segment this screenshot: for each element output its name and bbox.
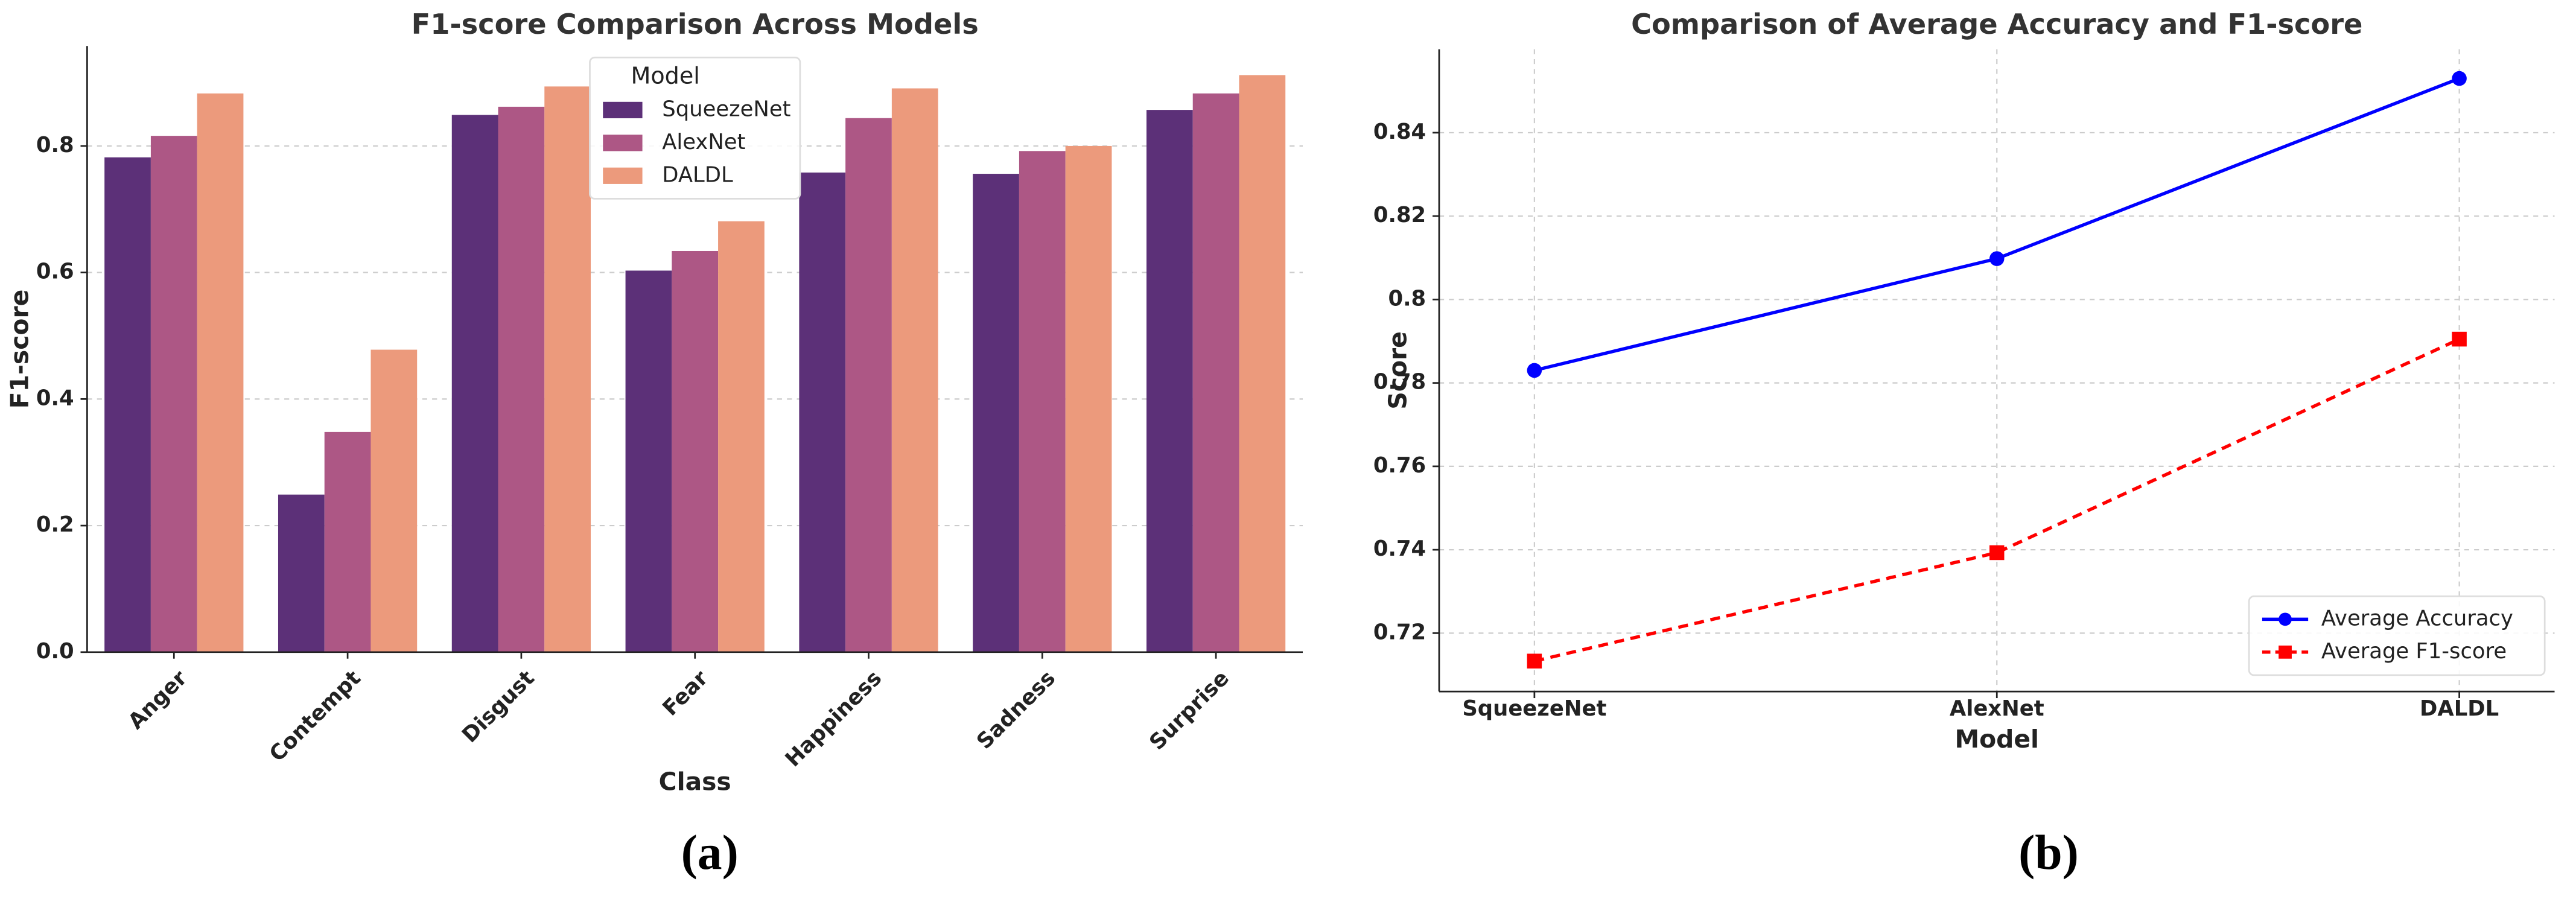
chart: 0.0 0.2 0.4 0.6 0.8 Anger Contempt Disgust Fear H… <box>5 8 1303 880</box>
bar <box>544 86 591 652</box>
bar <box>625 270 672 652</box>
bar <box>498 106 545 652</box>
bar <box>672 250 719 652</box>
legend-swatch <box>603 135 643 151</box>
bar <box>718 221 765 652</box>
line <box>1534 337 2460 663</box>
y-axis-label: Score <box>1384 331 1413 409</box>
marker <box>1989 251 2005 266</box>
legend-swatch <box>603 167 643 184</box>
x-tick-label: Surprise <box>1145 666 1234 755</box>
y-tick-label: 0.6 <box>36 259 74 284</box>
y-tick-label: 0.74 <box>1373 536 1426 561</box>
x-tick-label: AlexNet <box>1950 696 2044 721</box>
marker <box>1527 653 1542 669</box>
bar <box>1192 93 1239 652</box>
y-tick-label: 0.4 <box>36 386 74 410</box>
bar <box>1065 145 1112 652</box>
bar <box>150 136 197 652</box>
chart: 0.72 0.74 0.76 0.78 0.8 0.82 0.84 SqueezeNet Ale… <box>1373 8 2555 880</box>
x-tick-label: Sadness <box>972 666 1060 754</box>
y-tick-label: 0.2 <box>36 512 74 537</box>
legend-box <box>589 56 801 200</box>
x-axis-label: Model <box>1954 725 2039 754</box>
legend-label: AlexNet <box>662 130 745 154</box>
x-tick-label: Anger <box>124 666 192 734</box>
x-tick-label: Happiness <box>781 666 887 772</box>
bar <box>451 115 498 652</box>
y-tick-label: 0.8 <box>1388 286 1426 311</box>
bar <box>973 174 1019 652</box>
y-tick-label: 0.0 <box>36 639 74 664</box>
bar <box>324 431 371 652</box>
caption: (b) <box>2018 825 2079 880</box>
marker <box>2452 331 2467 347</box>
legend-label: SqueezeNet <box>662 97 790 121</box>
legend-marker <box>2279 645 2292 659</box>
marker <box>2452 71 2467 86</box>
marker <box>1989 545 2005 561</box>
bar <box>1239 75 1286 652</box>
legend-label: Average F1-score <box>2321 639 2507 664</box>
marker <box>1527 363 1542 378</box>
bar <box>197 93 244 652</box>
bar <box>278 494 325 652</box>
bar <box>370 349 418 652</box>
bar <box>104 157 151 652</box>
y-tick-label: 0.84 <box>1373 119 1426 144</box>
legend-marker <box>2279 612 2292 626</box>
caption: (a) <box>681 825 739 880</box>
bar <box>799 172 846 652</box>
legend-box <box>2248 595 2546 676</box>
bar <box>845 118 892 652</box>
bar <box>1146 110 1193 652</box>
legend-label: Average Accuracy <box>2321 606 2513 631</box>
legend-swatch <box>603 101 643 119</box>
legend-label: DALDL <box>662 162 733 187</box>
chart-title: F1-score Comparison Across Models <box>412 8 979 40</box>
x-tick-label: Disgust <box>457 666 539 748</box>
y-axis-label: F1-score <box>5 290 34 409</box>
x-tick-label: Contempt <box>265 666 366 766</box>
y-tick-label: 0.82 <box>1373 203 1426 227</box>
y-tick-label: 0.8 <box>36 133 74 157</box>
bar <box>891 88 938 652</box>
y-tick-label: 0.78 <box>1373 370 1426 395</box>
bar <box>1019 151 1066 652</box>
x-tick-label: DALDL <box>2420 696 2499 721</box>
y-tick-label: 0.72 <box>1373 620 1426 644</box>
legend-title: Model <box>631 62 699 89</box>
chart-title: Comparison of Average Accuracy and F1-sc… <box>1631 8 2362 40</box>
x-tick-label: SqueezeNet <box>1462 696 1606 721</box>
x-axis-label: Class <box>659 767 731 796</box>
y-tick-label: 0.76 <box>1373 453 1426 478</box>
x-tick-label: Fear <box>658 666 713 721</box>
